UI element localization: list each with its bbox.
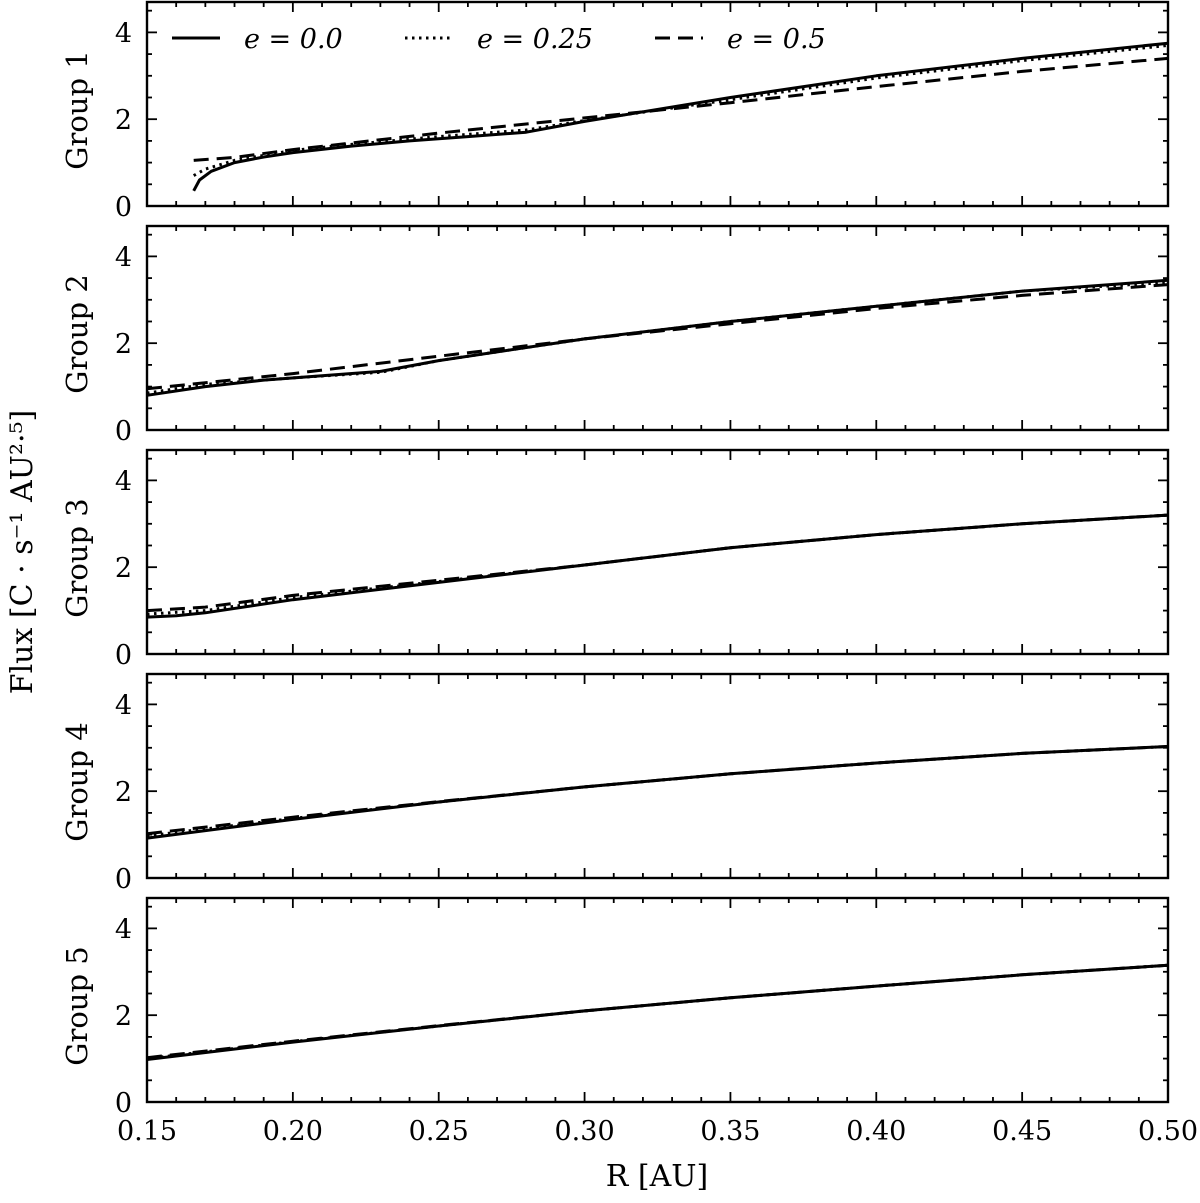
- legend: e = 0.0 e = 0.25 e = 0.5: [172, 24, 826, 55]
- panel-label: Group 5: [60, 946, 94, 1065]
- y-tick-label: 4: [115, 466, 132, 497]
- series-solid-group-3: [146, 513, 1169, 619]
- y-tick-label: 4: [115, 914, 132, 945]
- y-tick-label: 0: [115, 416, 132, 447]
- panel-label: Group 1: [60, 50, 94, 169]
- x-axis-title: R [AU]: [606, 1159, 708, 1194]
- series-solid-group-4: [146, 745, 1169, 840]
- y-tick-label: 0: [115, 864, 132, 895]
- panel-4: 0 2 4 Group 4: [60, 672, 1170, 895]
- series-dotted-group-2: [146, 280, 1169, 395]
- series-dashed-group-2: [146, 283, 1169, 391]
- y-tick-label: 0: [115, 1088, 132, 1119]
- y-tick-label: 4: [115, 18, 132, 49]
- y-tick-label: 4: [115, 690, 132, 721]
- panel-frame: [145, 0, 1170, 208]
- panels-layer: 0 2 4 Group 1 0 2 4 Group 2 0 2 4 Group 3 0 2 4 Group 4…: [60, 0, 1198, 1147]
- x-tick-label: 0.15: [117, 1116, 177, 1147]
- panel-frame: [145, 224, 1170, 432]
- y-tick-label: 2: [115, 105, 132, 136]
- x-tick-label: 0.30: [555, 1116, 615, 1147]
- y-tick-label: 2: [115, 553, 132, 584]
- panel-frame: [145, 448, 1170, 656]
- panel-5: 0 2 4 Group 5 0.15 0.20 0.25 0.30 0.35 0.40 0.45 0.…: [60, 896, 1198, 1147]
- legend-label: e = 0.0: [244, 24, 343, 55]
- x-tick-label: 0.50: [1138, 1116, 1198, 1147]
- x-tick-label: 0.40: [846, 1116, 906, 1147]
- panel-frame: [145, 672, 1170, 880]
- panel-label: Group 2: [60, 274, 94, 393]
- panel-2: 0 2 4 Group 2: [60, 224, 1170, 447]
- series-dotted-group-4: [146, 745, 1169, 838]
- x-tick-label: 0.35: [700, 1116, 760, 1147]
- panel-1: 0 2 4 Group 1: [60, 0, 1170, 223]
- y-axis-title: Flux [C · s⁻¹ AU²·⁵]: [5, 410, 40, 695]
- x-tick-label: 0.20: [263, 1116, 323, 1147]
- y-tick-label: 0: [115, 192, 132, 223]
- legend-label: e = 0.5: [727, 24, 826, 55]
- panel-label: Group 4: [60, 722, 94, 841]
- series-solid-group-5: [146, 963, 1169, 1061]
- y-tick-label: 2: [115, 777, 132, 808]
- panel-label: Group 3: [60, 498, 94, 617]
- x-tick-label: 0.45: [992, 1116, 1052, 1147]
- series-dashed-group-3: [146, 513, 1169, 613]
- series-dotted-group-1: [192, 43, 1169, 177]
- y-tick-label: 0: [115, 640, 132, 671]
- x-tick-label: 0.25: [409, 1116, 469, 1147]
- y-tick-label: 2: [115, 1001, 132, 1032]
- series-dashed-group-5: [146, 963, 1169, 1060]
- y-tick-label: 2: [115, 329, 132, 360]
- panel-3: 0 2 4 Group 3: [60, 448, 1170, 671]
- series-dotted-group-5: [146, 963, 1169, 1061]
- panel-frame: [145, 896, 1170, 1104]
- series-dashed-group-1: [193, 56, 1169, 162]
- legend-label: e = 0.25: [477, 24, 593, 55]
- series-dashed-group-4: [146, 745, 1169, 836]
- series-solid-group-1: [192, 41, 1169, 192]
- series-solid-group-2: [146, 278, 1169, 397]
- y-tick-label: 4: [115, 242, 132, 273]
